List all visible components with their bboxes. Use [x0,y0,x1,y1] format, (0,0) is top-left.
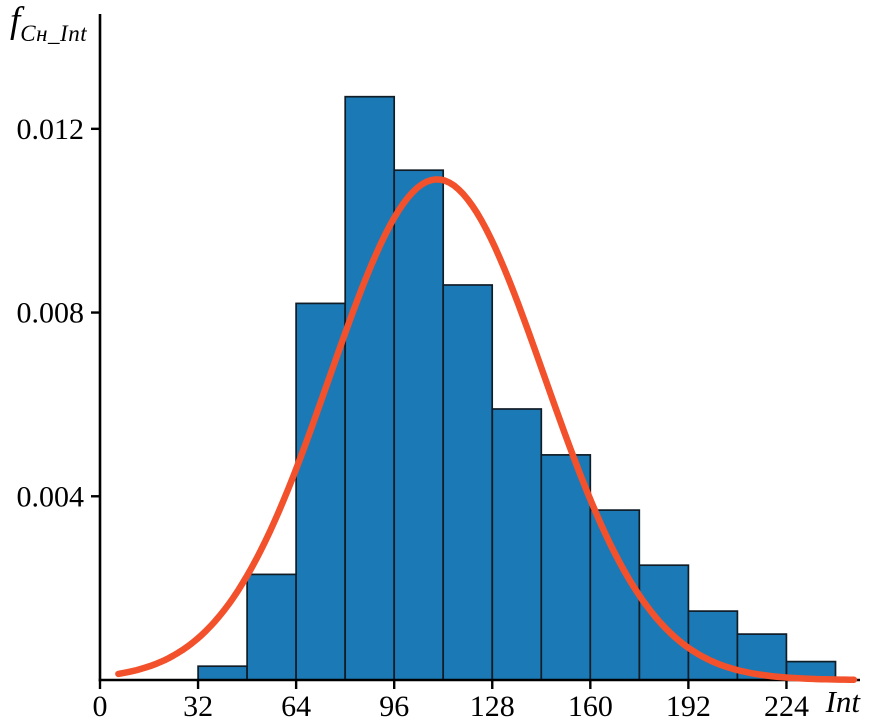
histogram-bar [246,573,297,681]
fitted-normal-curve [115,176,858,683]
histogram-bar [491,408,543,681]
histogram-bar [540,454,592,681]
histogram-bar [344,95,396,681]
x-tick-label: 224 [764,690,809,723]
histogram-bar [442,284,494,681]
x-axis-label: Int [825,684,860,719]
x-tick-label: 160 [568,690,613,723]
histogram-bar [393,169,445,681]
histogram-bar [589,509,641,681]
x-tick-label: 0 [93,690,108,723]
y-axis-subscript: Сн_Int [20,21,88,46]
histogram-bar [295,302,346,681]
y-tick-label: 0.012 [17,113,85,146]
y-tick-label: 0.004 [17,480,85,513]
y-axis-label: fСн_Int [10,0,87,45]
histogram-bar [197,665,248,681]
x-tick-label: 96 [379,690,409,723]
y-axis-symbol: f [10,0,21,41]
x-tick-label: 192 [666,690,711,723]
x-tick-label: 32 [183,690,213,723]
x-tick-label: 64 [281,690,311,723]
y-tick-label: 0.008 [17,297,85,330]
x-tick-label: 128 [470,690,515,723]
